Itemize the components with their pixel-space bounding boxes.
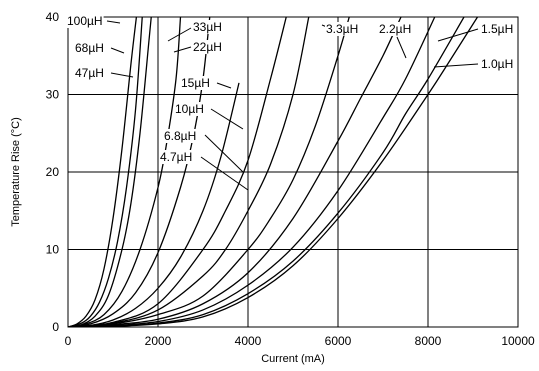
series-line [68,17,152,327]
plot-frame [67,16,519,328]
series-line [68,17,143,327]
series-label: 47µH [75,66,104,80]
curve-label-leader [110,72,134,78]
curve-label-leader [173,46,192,53]
series-label: 15µH [181,76,210,90]
curve-label-leader [204,134,244,173]
series-line [68,82,240,327]
series-label: 1.0µH [481,57,513,71]
curve-label-leader [200,156,249,191]
curve-label-leader [167,27,192,42]
y-tick-label: 30 [46,88,60,102]
curve-label-leader [106,20,121,24]
x-tick-label: 10000 [501,334,535,348]
curve-label-background [74,41,105,55]
series-label: 2.2µH [379,22,411,36]
curve-label-background [163,129,198,143]
x-tick-label: 2000 [145,334,172,348]
series-line [68,17,287,327]
series-label: 4.7µH [160,150,192,164]
x-axis-title: Current (mA) [261,353,325,365]
series-label: 100µH [67,14,103,28]
curve-label-leader [110,47,125,54]
curve-label-background [180,76,211,90]
y-tick-label: 0 [52,320,59,334]
series-label: 22µH [193,40,222,54]
curve-label-background [480,22,515,36]
curve-label-leader [216,82,232,89]
series-line [68,17,182,327]
x-tick-label: 8000 [415,334,442,348]
curve-label-background [74,66,105,80]
series-line [68,17,350,327]
curve-label-background [174,102,205,116]
y-tick-label: 40 [46,10,60,24]
curve-label-leader [210,108,244,130]
y-axis-title: Temperature Rise (°C) [10,117,22,227]
series-line [68,17,211,327]
curve-label-background [66,14,104,28]
tick-labels: 0 2000 4000 6000 8000 10000 0 10 20 30 40 [46,10,535,348]
y-tick-label: 10 [46,243,60,257]
series-line [68,17,310,327]
curve-label-background [192,20,223,34]
curve-labels: 100µH 68µH 47µH 33µH 22µH 15µH 10µH 6.8µH 4.7µH 3… [66,14,515,191]
curve-label-background [192,40,223,54]
x-tick-label: 0 [65,334,72,348]
curve-label-background [325,22,360,36]
curve-label-background [480,57,515,71]
curve-label-background [378,22,413,36]
curve-label-background [159,150,194,164]
series-label: 33µH [193,20,222,34]
series-line [68,17,138,327]
series-label: 68µH [75,41,104,55]
series-label: 3.3µH [326,22,358,36]
curve-label-leader [437,28,479,42]
y-tick-label: 20 [46,165,60,179]
series-line [68,17,479,327]
curve-label-leader [433,63,479,68]
series-label: 10µH [175,102,204,116]
x-tick-label: 4000 [235,334,262,348]
series-label: 1.5µH [481,22,513,36]
series-line [68,17,402,327]
x-tick-label: 6000 [325,334,352,348]
curves [68,17,479,327]
series-line [68,17,436,327]
curve-label-leader [396,36,407,59]
series-label: 6.8µH [164,129,196,143]
